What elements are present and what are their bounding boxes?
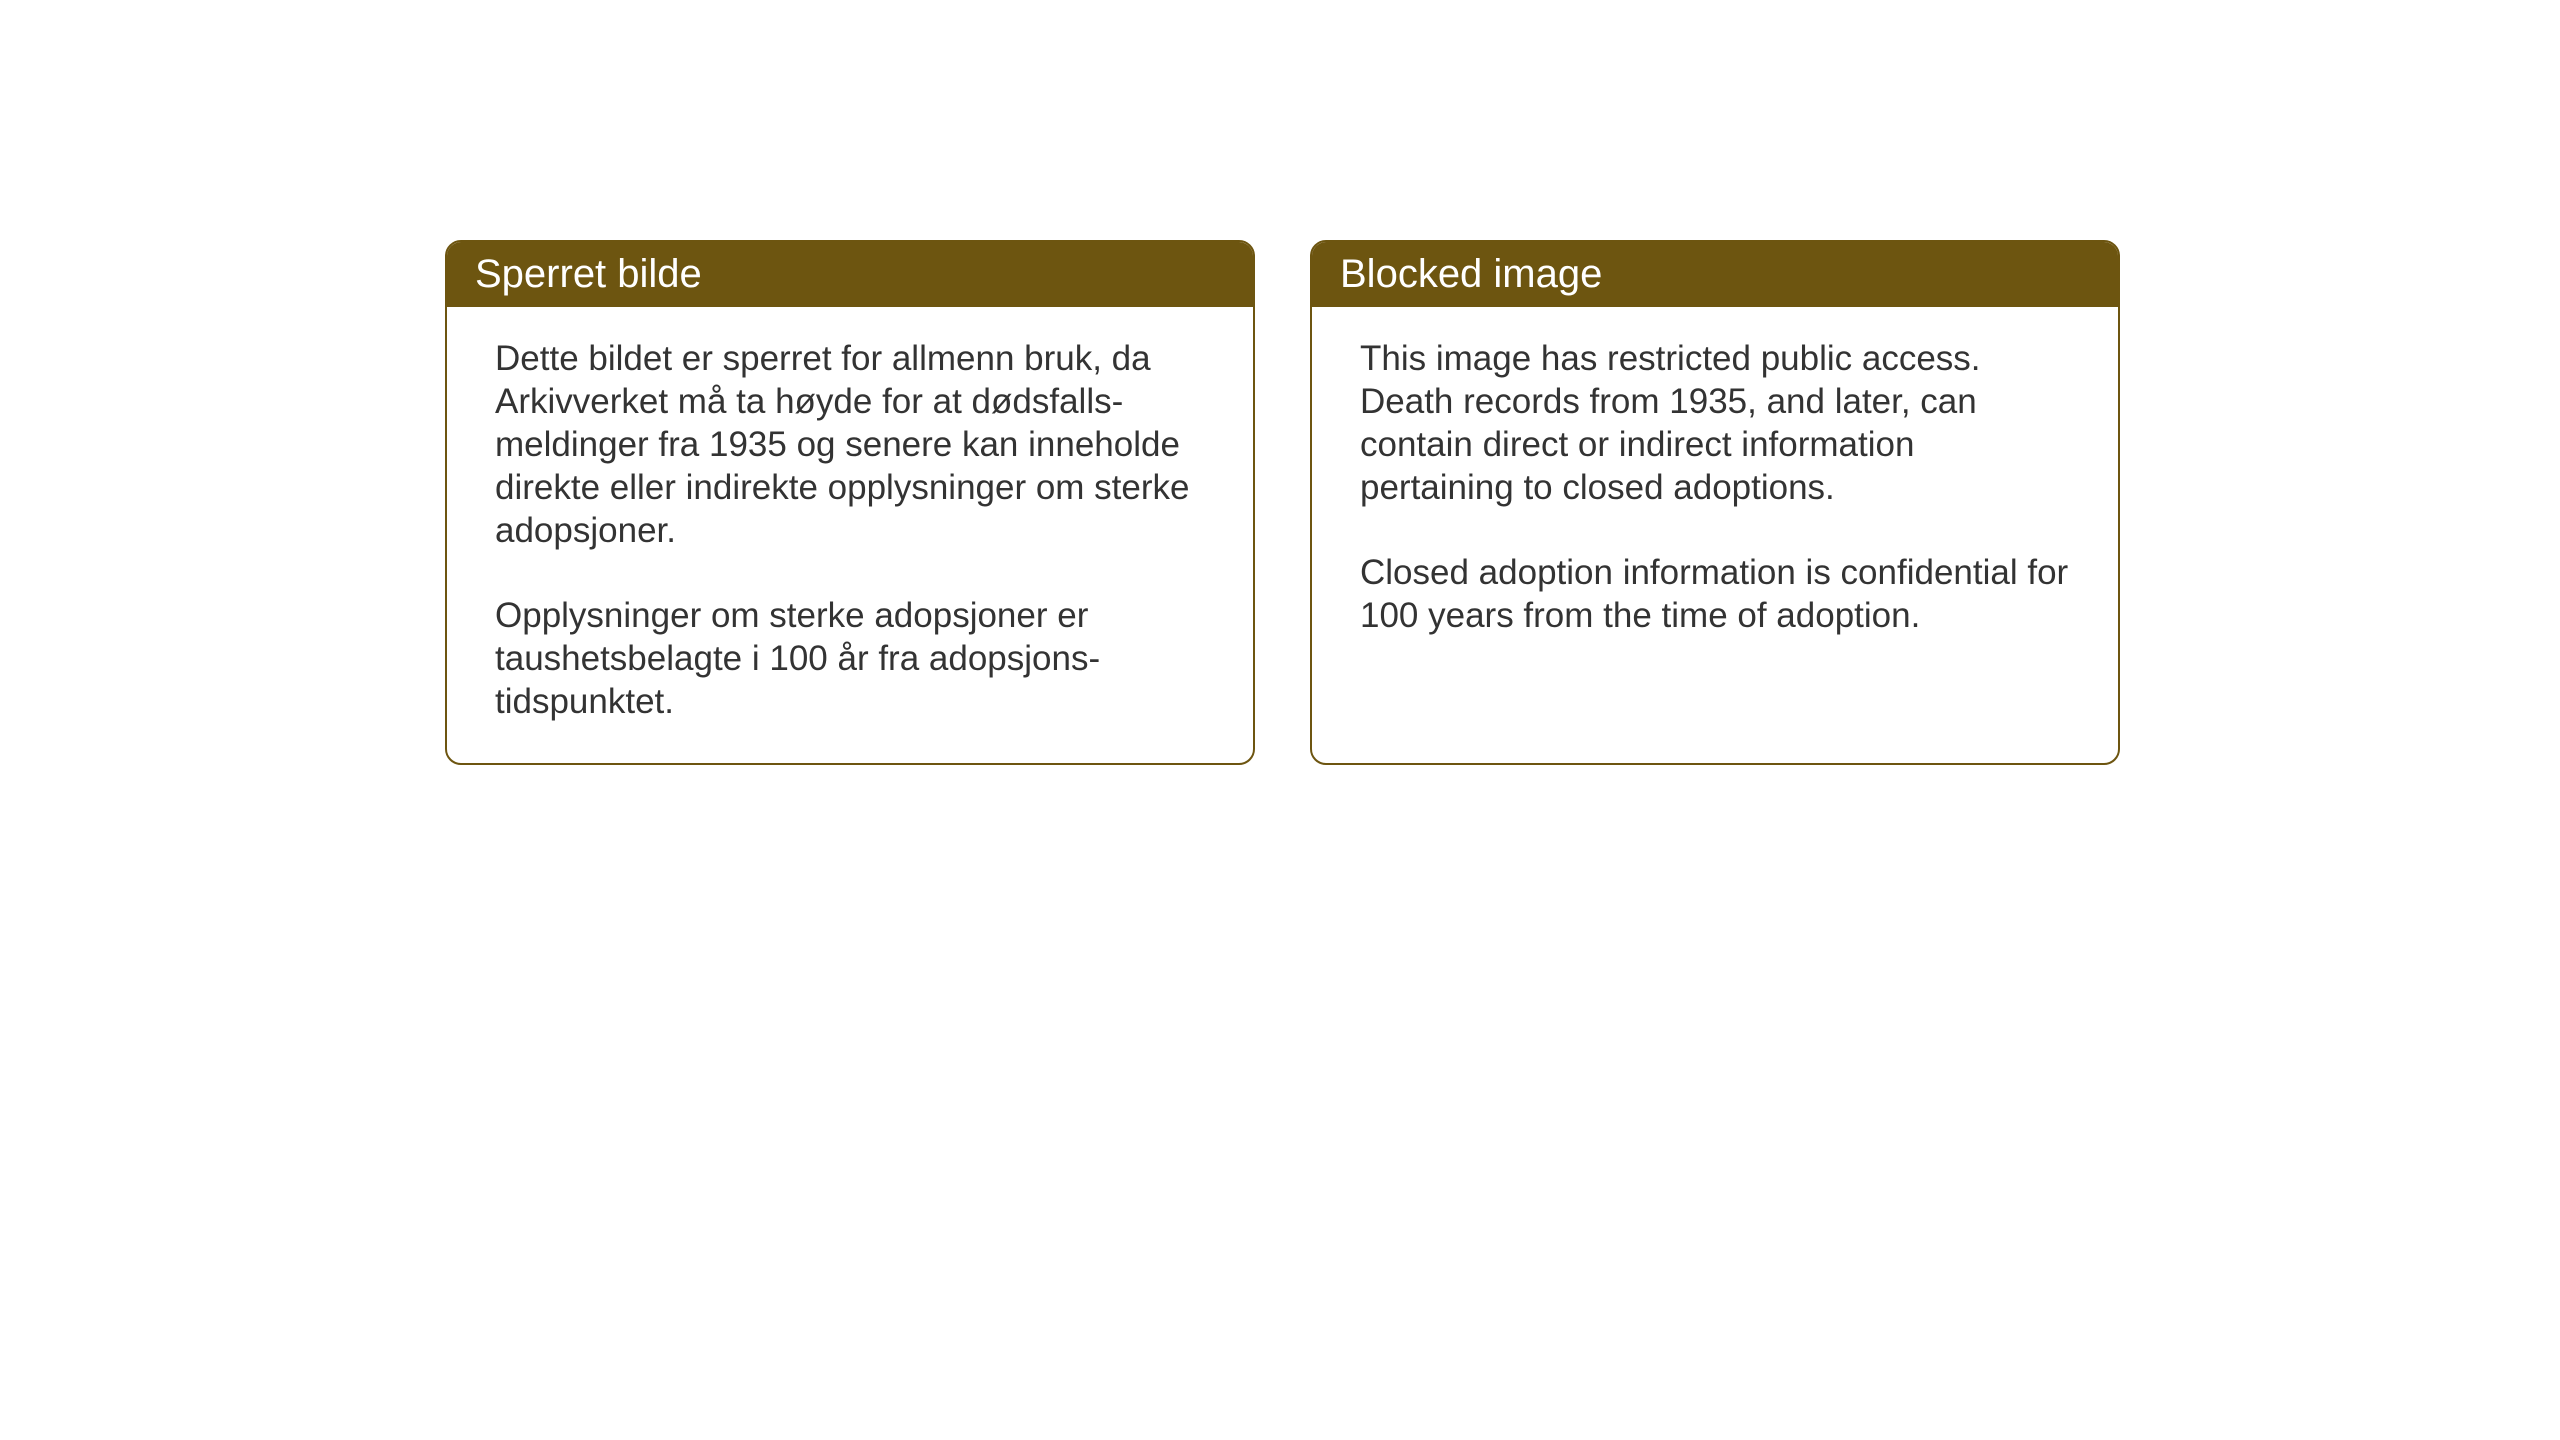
card-paragraph: This image has restricted public access.… xyxy=(1360,337,2070,509)
card-paragraph: Opplysninger om sterke adopsjoner er tau… xyxy=(495,594,1205,723)
card-paragraph: Closed adoption information is confident… xyxy=(1360,551,2070,637)
card-header-english: Blocked image xyxy=(1312,242,2118,307)
notice-card-english: Blocked image This image has restricted … xyxy=(1310,240,2120,765)
card-body-norwegian: Dette bildet er sperret for allmenn bruk… xyxy=(447,307,1253,763)
notice-cards-container: Sperret bilde Dette bildet er sperret fo… xyxy=(445,240,2120,765)
card-body-english: This image has restricted public access.… xyxy=(1312,307,2118,747)
card-paragraph: Dette bildet er sperret for allmenn bruk… xyxy=(495,337,1205,552)
notice-card-norwegian: Sperret bilde Dette bildet er sperret fo… xyxy=(445,240,1255,765)
card-header-norwegian: Sperret bilde xyxy=(447,242,1253,307)
